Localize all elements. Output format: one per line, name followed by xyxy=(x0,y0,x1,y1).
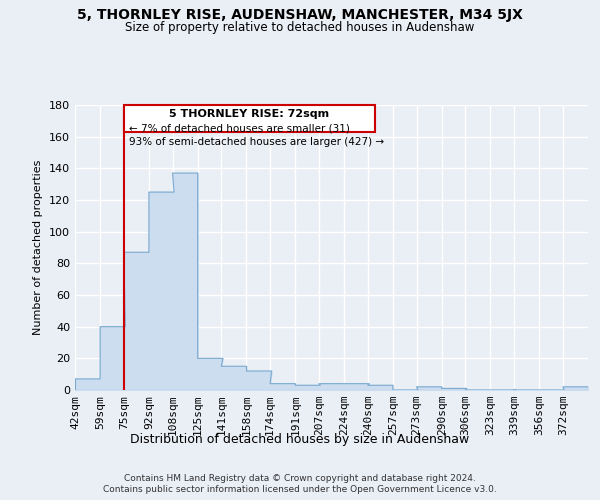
Text: Contains HM Land Registry data © Crown copyright and database right 2024.: Contains HM Land Registry data © Crown c… xyxy=(124,474,476,483)
Text: Size of property relative to detached houses in Audenshaw: Size of property relative to detached ho… xyxy=(125,21,475,34)
Text: 5 THORNLEY RISE: 72sqm: 5 THORNLEY RISE: 72sqm xyxy=(169,109,329,119)
Text: 5, THORNLEY RISE, AUDENSHAW, MANCHESTER, M34 5JX: 5, THORNLEY RISE, AUDENSHAW, MANCHESTER,… xyxy=(77,8,523,22)
Text: ← 7% of detached houses are smaller (31): ← 7% of detached houses are smaller (31) xyxy=(128,123,349,133)
Text: Distribution of detached houses by size in Audenshaw: Distribution of detached houses by size … xyxy=(130,432,470,446)
Y-axis label: Number of detached properties: Number of detached properties xyxy=(34,160,43,335)
Text: 93% of semi-detached houses are larger (427) →: 93% of semi-detached houses are larger (… xyxy=(128,137,384,147)
Text: Contains public sector information licensed under the Open Government Licence v3: Contains public sector information licen… xyxy=(103,485,497,494)
